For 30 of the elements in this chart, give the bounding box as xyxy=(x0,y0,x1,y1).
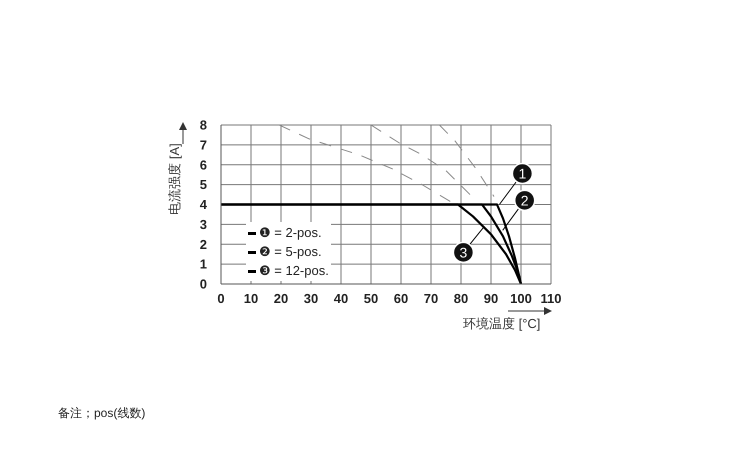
x-tick-label: 30 xyxy=(304,291,318,306)
y-tick-label: 4 xyxy=(200,197,208,212)
y-tick-label: 8 xyxy=(200,118,207,133)
annotation: 1 xyxy=(518,166,526,182)
y-tick-label: 2 xyxy=(200,236,207,252)
y-tick-label: 1 xyxy=(200,256,207,272)
legend-label: ❶ = 2-pos. xyxy=(258,224,323,242)
annotation: 3 xyxy=(460,244,468,260)
y-tick-label: 0 xyxy=(200,276,207,292)
x-tick-label: 50 xyxy=(364,291,378,306)
legend-label: ❷ = 5-pos. xyxy=(258,243,323,261)
x-tick-label: 0 xyxy=(217,291,225,306)
y-tick-label: 6 xyxy=(200,157,207,172)
y-tick-label: 3 xyxy=(200,216,207,232)
y-tick-label: 7 xyxy=(200,137,207,152)
y-axis-title: 电流强度 [A] xyxy=(166,142,183,217)
x-tick-label: 20 xyxy=(274,291,288,306)
legend-label: ❸ = 12-pos. xyxy=(258,262,329,280)
x-tick-label: 100 xyxy=(510,291,532,306)
y-tick-label: 5 xyxy=(200,177,207,192)
annotation: 2 xyxy=(520,192,529,208)
x-tick-label: 70 xyxy=(424,291,438,306)
text: 备注；pos(线数) xyxy=(58,405,146,422)
x-tick-label: 40 xyxy=(334,291,348,306)
x-tick-label: 80 xyxy=(454,291,468,306)
x-tick-label: 110 xyxy=(540,291,562,306)
x-tick-label: 60 xyxy=(394,291,408,306)
x-tick-label: 90 xyxy=(484,291,498,306)
x-tick-label: 10 xyxy=(244,291,258,306)
x-axis-title: 环境温度 [°C] xyxy=(463,315,540,333)
